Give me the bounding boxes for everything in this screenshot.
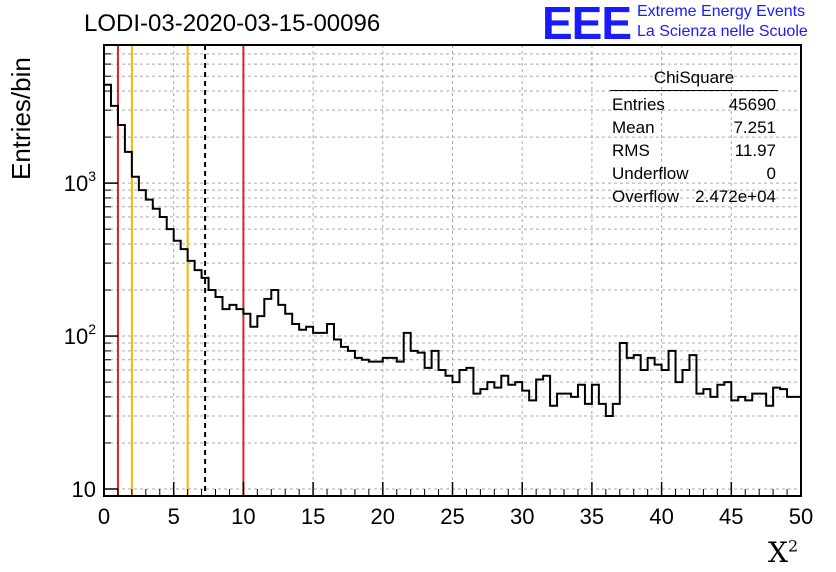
stats-value: 7.251 — [733, 118, 776, 137]
stats-box: ChiSquare Entries 45690 Mean 7.251 RMS 11.9… — [610, 68, 778, 208]
stats-row-rms: RMS 11.97 — [612, 139, 776, 162]
stats-value: 45690 — [728, 95, 776, 114]
x-tick-label: 20 — [371, 504, 395, 529]
x-axis-label: X2 — [768, 536, 798, 569]
logo-tagline-2: La Scienza nelle Scuole — [637, 23, 808, 40]
x-axis-label-base: X — [768, 536, 788, 569]
stats-value: 11.97 — [734, 141, 776, 160]
x-tick-label: 45 — [719, 504, 743, 529]
x-tick-label: 15 — [301, 504, 325, 529]
y-tick-exponent: 3 — [88, 168, 96, 184]
stats-row-overflow: Overflow 2.472e+04 — [612, 185, 776, 208]
eee-logo: EEE — [542, 0, 632, 49]
stats-title: ChiSquare — [653, 68, 735, 87]
stats-label: RMS — [612, 141, 650, 160]
x-tick-label: 25 — [440, 504, 464, 529]
chart-title: LODI-03-2020-03-15-00096 — [84, 10, 381, 37]
stats-row-mean: Mean 7.251 — [612, 116, 776, 139]
x-tick-label: 0 — [98, 504, 110, 529]
x-tick-label: 35 — [580, 504, 604, 529]
stats-divider — [610, 90, 778, 91]
stats-label: Entries — [612, 95, 665, 114]
y-tick-base: 10 — [72, 477, 96, 502]
y-tick-base: 10 — [64, 171, 88, 196]
x-tick-label: 10 — [231, 504, 255, 529]
logo-tagline-1: Extreme Energy Events — [637, 3, 806, 20]
x-tick-label: 40 — [649, 504, 673, 529]
reference-lines — [116, 45, 245, 496]
stats-label: Underflow — [612, 164, 689, 183]
stats-value: 0 — [766, 164, 776, 183]
stats-label: Mean — [612, 118, 655, 137]
x-tick-label: 50 — [789, 504, 813, 529]
x-axis-label-superscript: 2 — [787, 536, 799, 556]
x-tick-label: 5 — [168, 504, 180, 529]
histogram-line — [103, 83, 801, 496]
y-tick-label: 103 — [64, 168, 96, 196]
y-tick-label: 10 — [72, 477, 96, 502]
stats-row-underflow: Underflow 0 — [612, 162, 776, 185]
stats-label: Overflow — [612, 187, 680, 206]
y-tick-base: 10 — [64, 324, 88, 349]
x-tick-label: 30 — [510, 504, 534, 529]
x-ticks: 0 5 10 15 20 25 30 35 40 45 50 — [98, 482, 813, 529]
y-tick-exponent: 2 — [88, 321, 96, 337]
stats-row-entries: Entries 45690 — [612, 93, 776, 116]
stats-value: 2.472e+04 — [695, 187, 776, 206]
y-tick-label: 102 — [64, 321, 96, 349]
